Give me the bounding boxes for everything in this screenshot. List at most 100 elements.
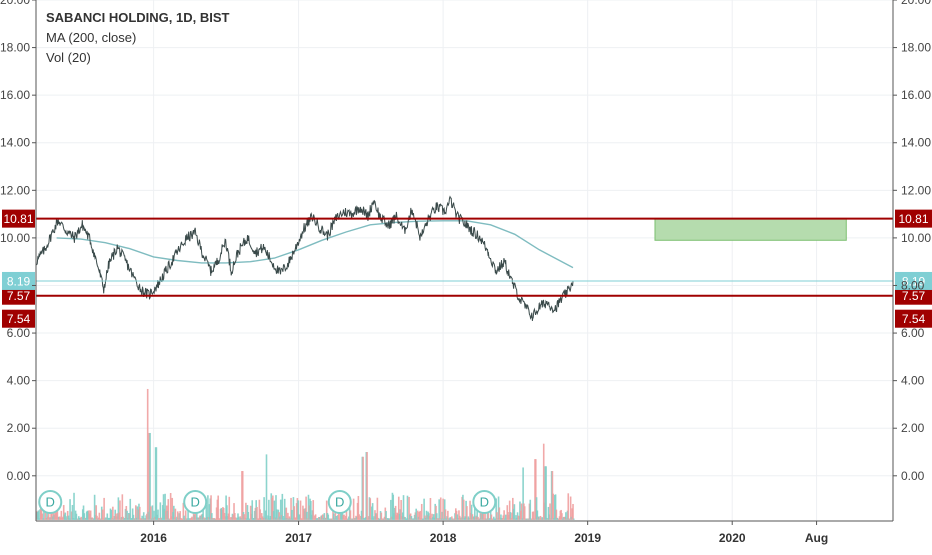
volume-bar bbox=[169, 493, 172, 520]
volume-bar bbox=[245, 502, 247, 520]
legend-vol[interactable]: Vol (20) bbox=[46, 50, 91, 65]
price-line-layer bbox=[35, 195, 574, 321]
volume-bar bbox=[62, 505, 65, 520]
volume-bar bbox=[529, 499, 532, 520]
volume-bar bbox=[534, 459, 537, 520]
y-tick-label-right: 8.00 bbox=[901, 278, 925, 292]
volume-bar bbox=[183, 515, 185, 520]
volume-bar bbox=[423, 498, 425, 520]
volume-bar bbox=[73, 492, 75, 520]
volume-bar bbox=[357, 495, 360, 520]
volume-bar bbox=[458, 510, 460, 520]
volume-bar bbox=[565, 512, 567, 520]
price-label-right: 8.19 bbox=[902, 274, 926, 288]
volume-bar bbox=[132, 514, 135, 520]
target-box-layer bbox=[654, 218, 847, 241]
volume-bar bbox=[207, 495, 209, 520]
dividend-marker-label: D bbox=[480, 495, 489, 510]
volume-bar bbox=[470, 504, 473, 520]
volume-bar bbox=[337, 508, 340, 520]
volume-bar bbox=[408, 496, 410, 520]
volume-bar bbox=[279, 499, 282, 520]
volume-bar bbox=[66, 510, 69, 520]
volume-bar bbox=[376, 497, 379, 520]
price-label-left-bg-2 bbox=[2, 309, 35, 328]
legend-ma[interactable]: MA (200, close) bbox=[46, 30, 137, 45]
volume-bar bbox=[519, 501, 521, 520]
legend-symbol[interactable]: SABANCI HOLDING, 1D, BIST bbox=[46, 10, 230, 25]
volume-bar bbox=[410, 516, 413, 520]
volume-bar bbox=[275, 509, 278, 520]
volume-bar bbox=[545, 466, 547, 520]
volume-bar bbox=[243, 514, 246, 520]
volume-bar bbox=[117, 497, 120, 520]
volume-bar bbox=[191, 516, 193, 520]
price-label-right-bg bbox=[895, 286, 932, 305]
volume-bar bbox=[182, 502, 185, 520]
volume-bar bbox=[287, 512, 289, 520]
volume-bar bbox=[278, 512, 280, 520]
volume-bar bbox=[358, 514, 360, 520]
volume-bar bbox=[477, 516, 479, 520]
volume-bar bbox=[397, 496, 400, 520]
volume-bar bbox=[187, 504, 189, 520]
volume-bar bbox=[536, 510, 539, 520]
dividend-marker bbox=[327, 490, 352, 514]
volume-bar bbox=[122, 516, 124, 520]
volume-bar bbox=[449, 517, 452, 520]
y-tick-label-right: 12.00 bbox=[901, 183, 931, 197]
volume-bar bbox=[380, 512, 383, 520]
volume-bar bbox=[265, 454, 268, 520]
volume-bar bbox=[103, 497, 105, 520]
volume-bar bbox=[482, 510, 485, 520]
volume-bar bbox=[549, 503, 551, 520]
volume-bar bbox=[167, 499, 170, 520]
volume-bar bbox=[96, 515, 98, 520]
volume-bar bbox=[44, 508, 47, 520]
volume-bar bbox=[142, 512, 145, 520]
volume-bar bbox=[151, 505, 154, 520]
volume-bar bbox=[504, 514, 507, 520]
volume-bar bbox=[539, 515, 542, 520]
volume-bar bbox=[469, 500, 471, 520]
volume-bar bbox=[268, 499, 270, 520]
volume-bar bbox=[522, 467, 524, 520]
volume-bar bbox=[509, 512, 512, 520]
volume-bar bbox=[101, 509, 104, 520]
volume-bar bbox=[419, 510, 421, 520]
volume-bar bbox=[444, 509, 447, 520]
y-tick-label-left: 14.00 bbox=[0, 136, 30, 150]
volume-bar bbox=[431, 513, 433, 520]
volume-bar bbox=[56, 509, 59, 520]
price-label-right-2: 7.54 bbox=[902, 312, 926, 326]
volume-bar bbox=[416, 510, 419, 520]
volume-bar bbox=[400, 499, 402, 520]
volume-bar bbox=[285, 507, 288, 520]
volume-bar bbox=[110, 509, 113, 520]
volume-bar bbox=[119, 500, 121, 520]
volume-bar bbox=[184, 510, 187, 520]
volume-bar bbox=[174, 508, 177, 520]
volume-bar bbox=[458, 515, 461, 520]
x-tick-label: 2020 bbox=[719, 531, 746, 545]
dividend-marker bbox=[183, 490, 208, 514]
volume-bar bbox=[41, 513, 44, 520]
volume-bar bbox=[149, 432, 151, 520]
volume-bar bbox=[263, 497, 265, 520]
volume-bar bbox=[164, 493, 166, 520]
volume-bar bbox=[157, 509, 159, 520]
volume-bar bbox=[498, 507, 501, 520]
volume-bar bbox=[179, 511, 181, 520]
x-tick-label: 2018 bbox=[430, 531, 457, 545]
volume-bar bbox=[241, 471, 244, 520]
y-tick-label-right: 18.00 bbox=[901, 41, 931, 55]
volume-bar bbox=[335, 515, 337, 520]
volume-bar bbox=[234, 517, 237, 520]
volume-bar bbox=[272, 495, 274, 520]
volume-bar bbox=[429, 497, 432, 520]
volume-bar bbox=[349, 510, 352, 520]
price-label-left-bg bbox=[2, 286, 35, 305]
